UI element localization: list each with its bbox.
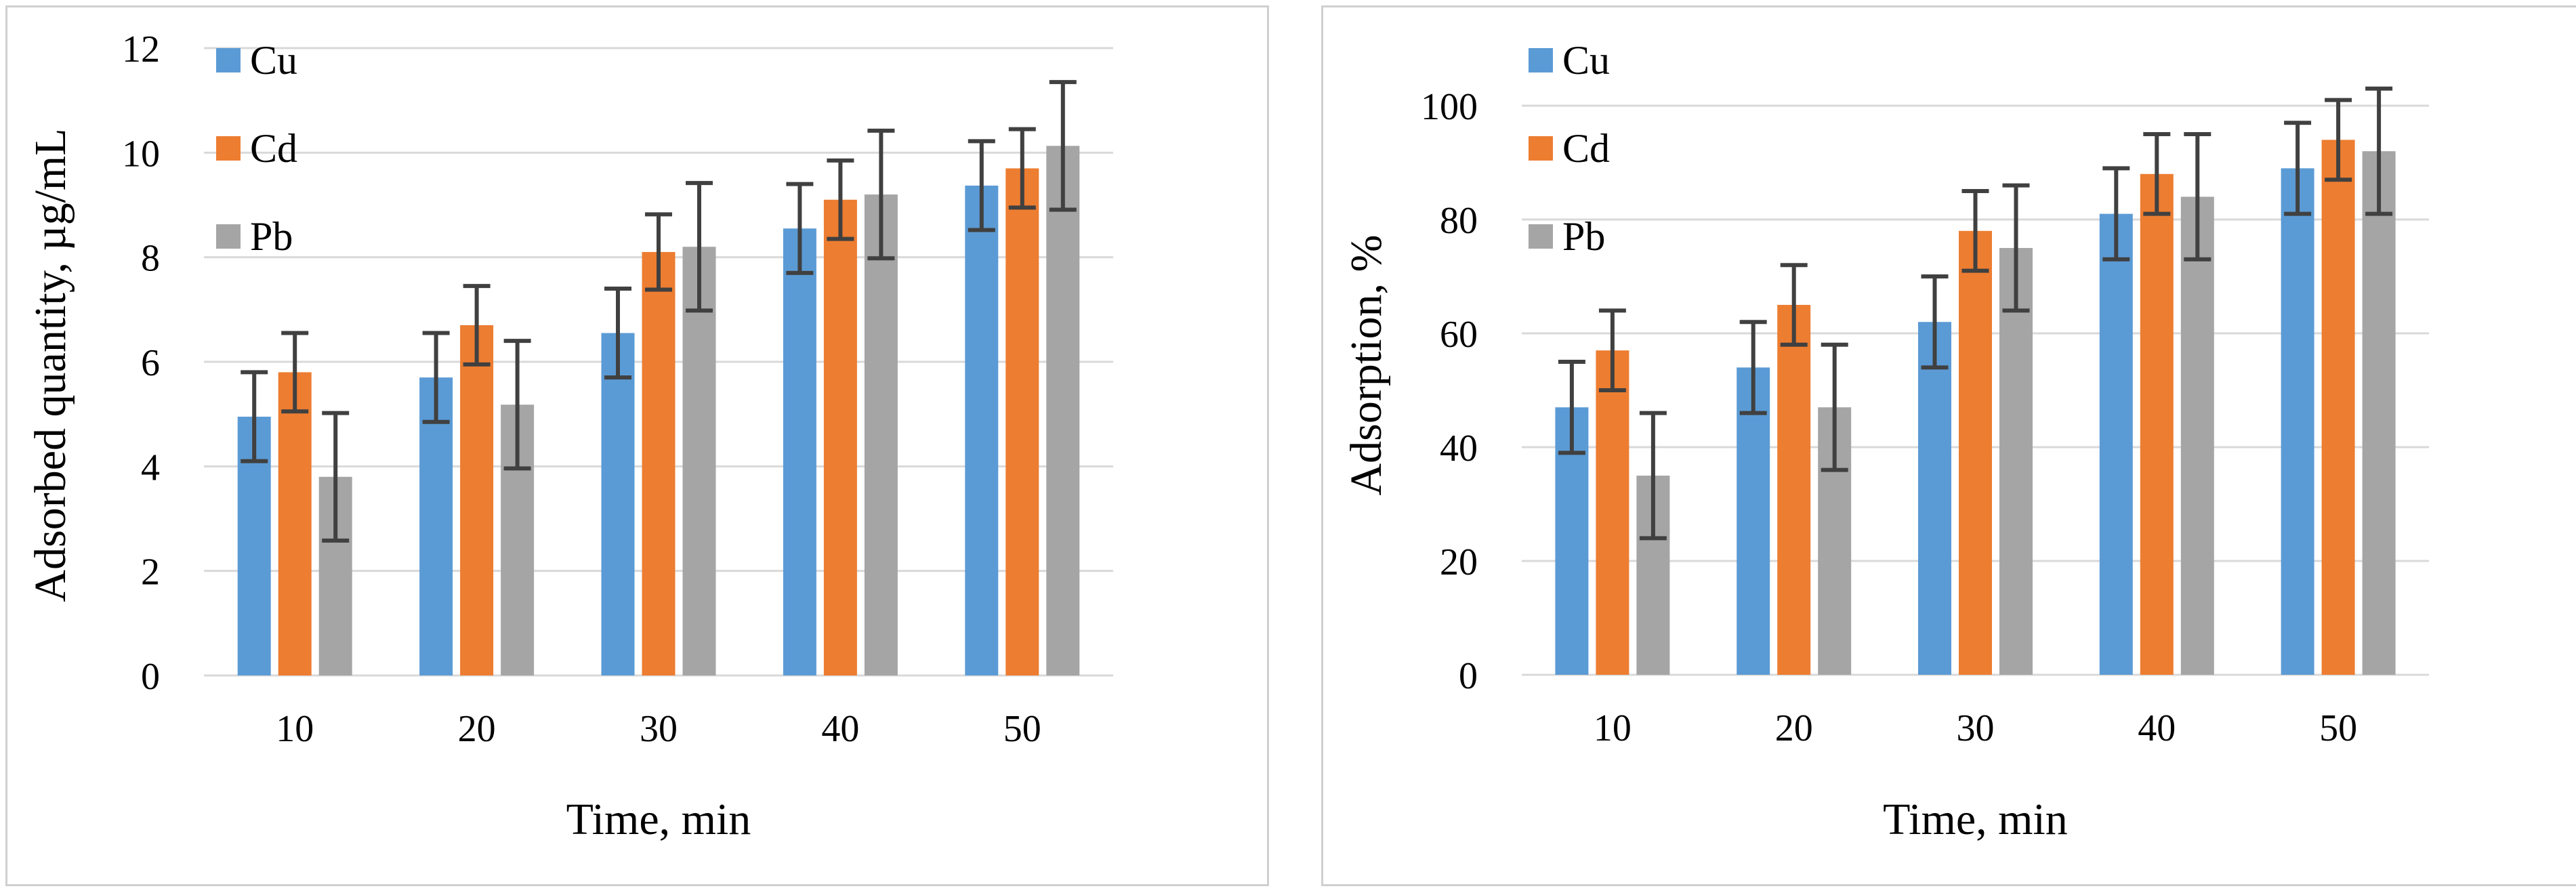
bar-cd	[2140, 173, 2174, 675]
bar-cu	[783, 228, 816, 676]
x-tick-label: 50	[1003, 708, 1041, 750]
bar-cd	[460, 325, 494, 675]
y-axis-title: Adsorption, %	[1342, 235, 1391, 496]
bar-pb	[682, 247, 716, 675]
y-tick-label: 2	[141, 551, 160, 594]
bar-pb	[1999, 248, 2033, 675]
y-tick-label: 6	[141, 342, 160, 384]
y-tick-label: 40	[1440, 428, 1478, 470]
bar-cu	[1737, 367, 1770, 675]
bar-cd	[1005, 168, 1039, 675]
x-tick-label: 40	[2138, 707, 2176, 749]
bar-cd	[1596, 350, 1629, 675]
bar-cd	[642, 251, 676, 675]
bar-pb	[864, 194, 898, 676]
bar-cu	[1918, 322, 1951, 675]
bar-cu	[2281, 168, 2314, 675]
x-tick-label: 10	[1594, 707, 1632, 749]
legend-swatch-cu	[216, 48, 241, 72]
bar-cu	[419, 377, 453, 675]
y-tick-label: 0	[141, 656, 160, 698]
legend-label-cd: Cd	[1562, 126, 1610, 171]
bar-cu	[965, 185, 999, 675]
y-tick-label: 0	[1459, 655, 1478, 697]
x-tick-label: 40	[821, 708, 859, 750]
y-tick-label: 60	[1440, 314, 1478, 356]
legend-label-pb: Pb	[250, 214, 293, 259]
legend-label-pb: Pb	[1562, 214, 1605, 259]
y-tick-label: 100	[1421, 86, 1478, 128]
legend-swatch-pb	[1529, 224, 1553, 249]
chart-panel-adsorption-percent: 0 20 40 60 80 100 10 20 30 40 50 Time, min Adsorptio…	[1321, 5, 2576, 886]
bar-cd	[823, 199, 857, 675]
x-axis-title: Time, min	[566, 795, 751, 844]
x-tick-label: 50	[2319, 707, 2357, 749]
chart-panel-adsorbed-quantity: 0 2 4 6 8 10 12 10 20 30 40 50 Time, min Adsorbed qua…	[5, 5, 1269, 886]
legend-label-cu: Cu	[1562, 38, 1610, 83]
bar-cd	[1777, 305, 1811, 675]
x-tick-label: 20	[458, 708, 496, 750]
bar-pb	[2180, 196, 2214, 675]
x-tick-label: 10	[276, 708, 314, 750]
x-tick-label: 20	[1775, 707, 1813, 749]
y-tick-label: 80	[1440, 200, 1478, 242]
y-tick-label: 12	[122, 28, 160, 70]
bar-cd	[1959, 230, 1992, 675]
bar-cd	[2321, 140, 2355, 675]
y-axis-title: Adsorbed quantity, µg/mL	[26, 128, 75, 602]
y-tick-label: 4	[141, 446, 160, 488]
x-tick-label: 30	[640, 708, 678, 750]
y-tick-label: 8	[141, 238, 160, 280]
y-tick-label: 20	[1440, 541, 1478, 583]
bar-pb	[2362, 151, 2396, 675]
legend-label-cd: Cd	[250, 126, 297, 171]
legend-label-cu: Cu	[250, 38, 297, 83]
chart-adsorbed-quantity: 0 2 4 6 8 10 12 10 20 30 40 50 Time, min Adsorbed qua…	[26, 28, 1113, 844]
x-tick-label: 30	[1957, 707, 1995, 749]
bar-cd	[278, 372, 312, 675]
x-axis-title: Time, min	[1883, 795, 2068, 844]
legend-swatch-pb	[216, 224, 241, 249]
bar-cu	[601, 333, 635, 675]
bar-cu	[2099, 213, 2133, 675]
legend-swatch-cu	[1529, 48, 1553, 72]
y-tick-label: 10	[122, 133, 160, 175]
legend-swatch-cd	[216, 136, 241, 161]
legend-swatch-cd	[1529, 136, 1553, 161]
bar-pb	[1046, 146, 1080, 676]
chart-adsorption-percent: 0 20 40 60 80 100 10 20 30 40 50 Time, min Adsorptio…	[1342, 38, 2429, 844]
